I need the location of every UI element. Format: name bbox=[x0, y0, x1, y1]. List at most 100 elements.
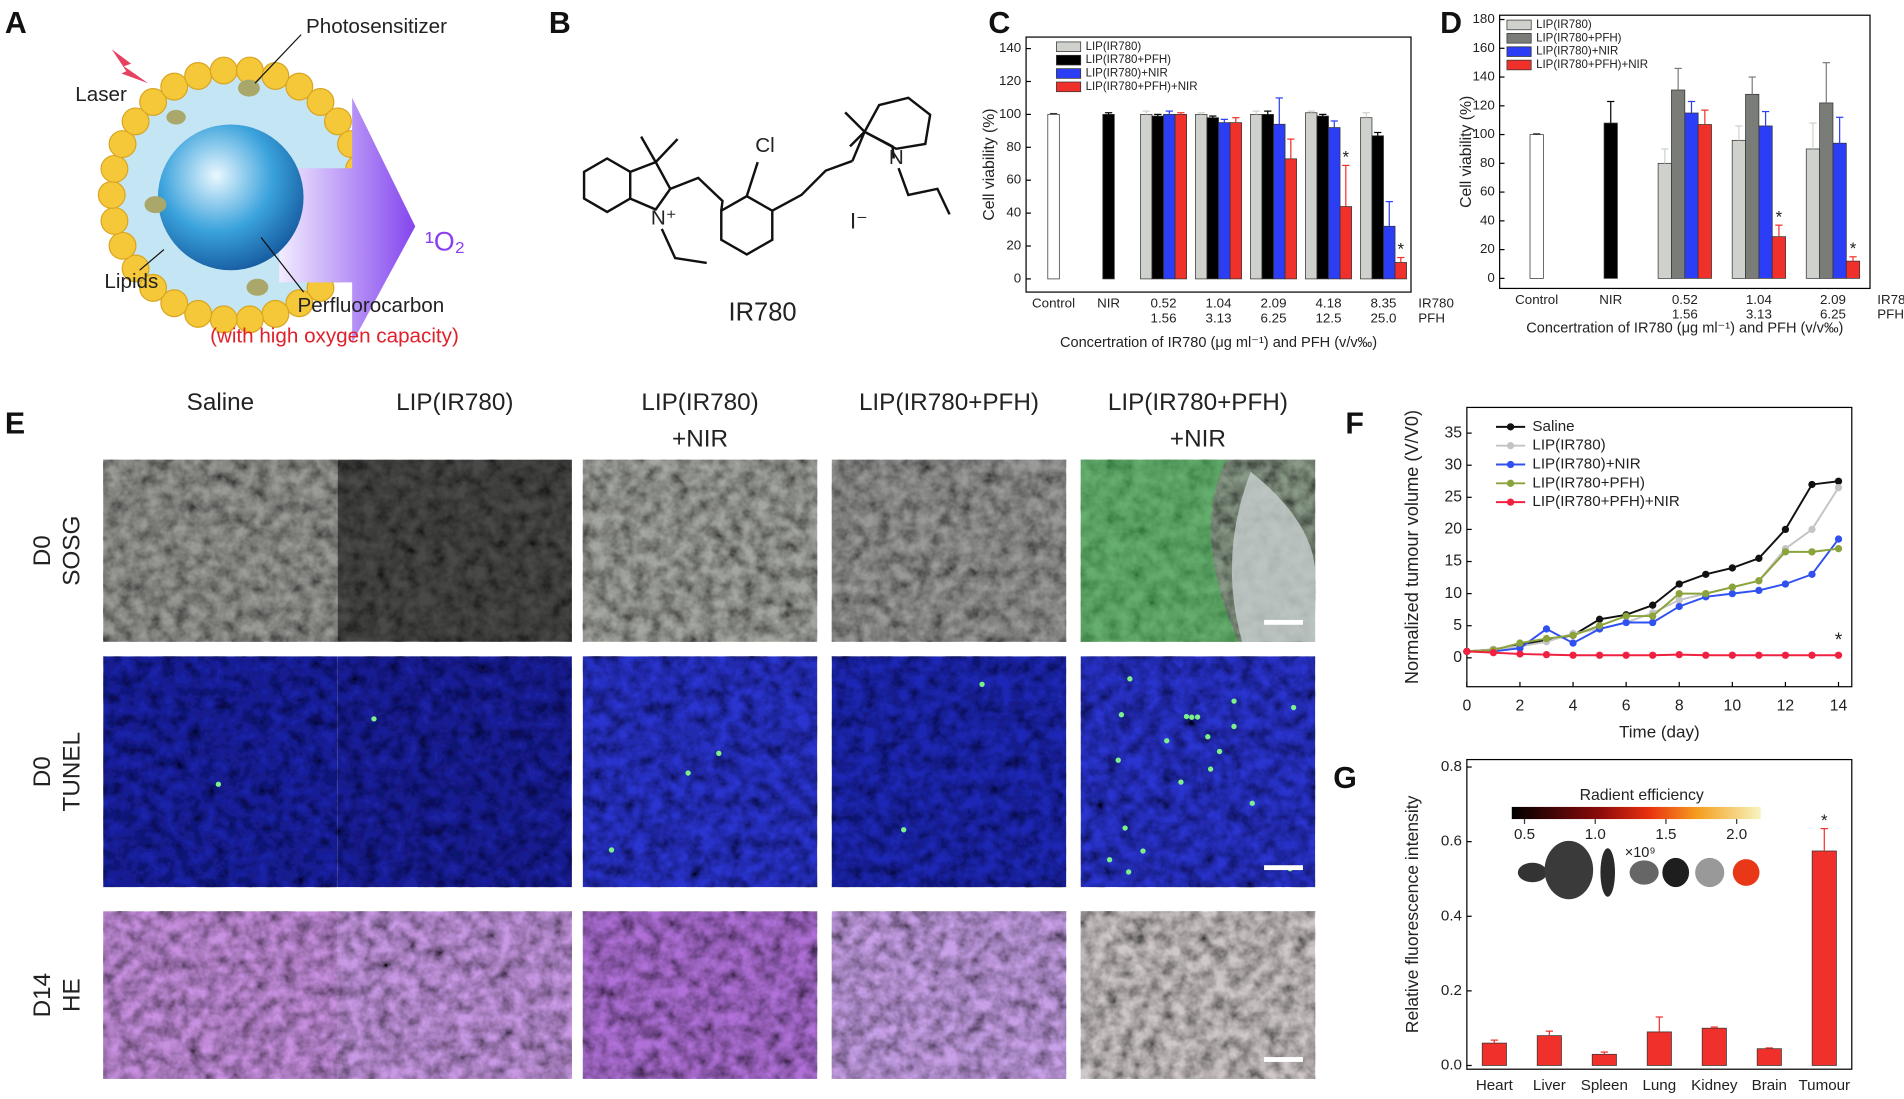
bar bbox=[1603, 122, 1618, 279]
x-tick-label: 1.04 bbox=[1206, 296, 1233, 311]
apoptotic-cell bbox=[1231, 698, 1237, 704]
legend-swatch bbox=[1506, 46, 1532, 57]
y-tick-label: 0.4 bbox=[1441, 907, 1462, 924]
bar bbox=[1371, 135, 1384, 280]
y-tick-label: 0.8 bbox=[1441, 758, 1462, 775]
bar bbox=[1646, 1031, 1672, 1066]
lipids-label: Lipids bbox=[104, 270, 158, 293]
apoptotic-cell bbox=[1115, 757, 1121, 763]
fluorescence-region bbox=[1080, 459, 1239, 642]
apoptotic-cell bbox=[1164, 738, 1170, 744]
y-tick-label: 0 bbox=[1453, 649, 1462, 666]
x-tick-label: Spleen bbox=[1581, 1077, 1628, 1094]
x-tick-label: 2 bbox=[1516, 697, 1525, 714]
bar bbox=[1305, 112, 1318, 280]
y-tick-label: 20 bbox=[1444, 521, 1462, 538]
oxygen-label: ¹O₂ bbox=[425, 227, 465, 257]
x-tick-label: 3.13 bbox=[1746, 307, 1772, 322]
y-tick-label: 140 bbox=[999, 40, 1021, 55]
bar bbox=[1328, 127, 1341, 280]
lipid-bead bbox=[100, 206, 129, 235]
point bbox=[1516, 650, 1524, 658]
y-axis-title: Cell viability (%) bbox=[981, 109, 998, 221]
panel-label: B bbox=[549, 7, 571, 40]
apoptotic-cell bbox=[1125, 869, 1132, 875]
x-tick-label: 0.52 bbox=[1151, 296, 1177, 311]
bar bbox=[1360, 117, 1373, 280]
micrograph bbox=[831, 911, 1067, 1079]
ir780-structure bbox=[582, 96, 951, 265]
micrograph bbox=[337, 459, 572, 642]
bar bbox=[1591, 1053, 1617, 1066]
point bbox=[1728, 651, 1736, 659]
significance-mark: * bbox=[1343, 148, 1350, 167]
y-tick-label: 0 bbox=[1014, 270, 1021, 285]
significance-mark: * bbox=[1776, 207, 1783, 226]
x-tick-label: 4.18 bbox=[1316, 296, 1342, 311]
y-tick-label: 100 bbox=[999, 106, 1021, 121]
y-tick-label: 35 bbox=[1444, 424, 1462, 441]
nitrogen-label: N bbox=[889, 146, 904, 169]
x-tick-label: 0.52 bbox=[1672, 292, 1698, 307]
bar bbox=[1140, 114, 1153, 280]
x-tick-label: 2.09 bbox=[1261, 296, 1287, 311]
plot-frame bbox=[1499, 14, 1871, 290]
x-tick-label: 12.5 bbox=[1316, 310, 1342, 325]
legend-swatch bbox=[1056, 41, 1082, 53]
point bbox=[1781, 548, 1790, 556]
point bbox=[1834, 651, 1843, 659]
bar bbox=[1229, 122, 1242, 280]
legend-label: LIP(IR780+PFH) bbox=[1086, 54, 1172, 66]
colorbar-multiplier: ×10⁹ bbox=[1625, 845, 1656, 861]
panel-label: A bbox=[5, 7, 27, 40]
point bbox=[1649, 651, 1657, 659]
lipid-bead bbox=[324, 107, 352, 136]
point bbox=[1808, 548, 1816, 556]
apoptotic-cell bbox=[1189, 714, 1195, 720]
apoptotic-cell bbox=[1183, 713, 1190, 720]
y-tick-label: 120 bbox=[1473, 97, 1495, 112]
oxygen-arrow bbox=[279, 97, 416, 344]
bar bbox=[1832, 142, 1847, 279]
y-tick-label: 5 bbox=[1453, 617, 1462, 634]
point bbox=[1569, 651, 1577, 659]
legend-swatch bbox=[1506, 19, 1532, 31]
x-tick-label: 1.56 bbox=[1151, 310, 1177, 325]
legend-marker bbox=[1506, 479, 1515, 487]
lipid-bead bbox=[261, 299, 290, 328]
point bbox=[1808, 525, 1816, 534]
point bbox=[1569, 639, 1577, 647]
colorbar bbox=[1511, 806, 1761, 820]
x-tick-label: 6.25 bbox=[1261, 310, 1287, 325]
bar bbox=[1481, 1042, 1507, 1066]
point bbox=[1702, 589, 1710, 598]
y-tick-label: 140 bbox=[1473, 69, 1495, 84]
plot-frame bbox=[1466, 758, 1853, 1070]
bar bbox=[1316, 115, 1329, 280]
y-tick-label: 15 bbox=[1444, 553, 1462, 570]
point bbox=[1489, 649, 1498, 657]
micrograph bbox=[337, 656, 572, 888]
y-tick-label: 120 bbox=[999, 73, 1021, 88]
y-tick-label: 20 bbox=[1480, 241, 1495, 256]
x-axis-title: Time (day) bbox=[1619, 722, 1700, 741]
x-tick-label: Kidney bbox=[1691, 1077, 1738, 1094]
apoptotic-cell bbox=[901, 827, 907, 833]
bar bbox=[1218, 122, 1231, 280]
legend-label: LIP(IR780+PFH)+NIR bbox=[1536, 59, 1648, 71]
lipid-bead bbox=[108, 231, 137, 260]
point bbox=[1834, 535, 1843, 543]
bar bbox=[1339, 206, 1352, 280]
bar bbox=[1284, 158, 1297, 280]
point bbox=[1781, 580, 1790, 588]
legend-swatch bbox=[1056, 54, 1082, 66]
photosensitizer bbox=[246, 278, 269, 296]
point bbox=[1595, 615, 1604, 623]
x-tick-label: 6.25 bbox=[1820, 307, 1846, 322]
apoptotic-cell bbox=[1231, 723, 1237, 730]
x-tick-label: 12 bbox=[1777, 697, 1795, 714]
bar bbox=[1206, 117, 1219, 280]
bar bbox=[1536, 1035, 1562, 1066]
x-tick-label: NIR bbox=[1097, 296, 1120, 311]
